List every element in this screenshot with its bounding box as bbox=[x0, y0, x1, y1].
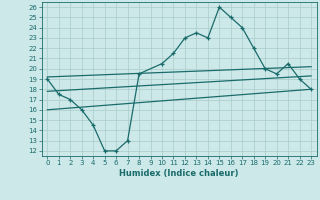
X-axis label: Humidex (Indice chaleur): Humidex (Indice chaleur) bbox=[119, 169, 239, 178]
